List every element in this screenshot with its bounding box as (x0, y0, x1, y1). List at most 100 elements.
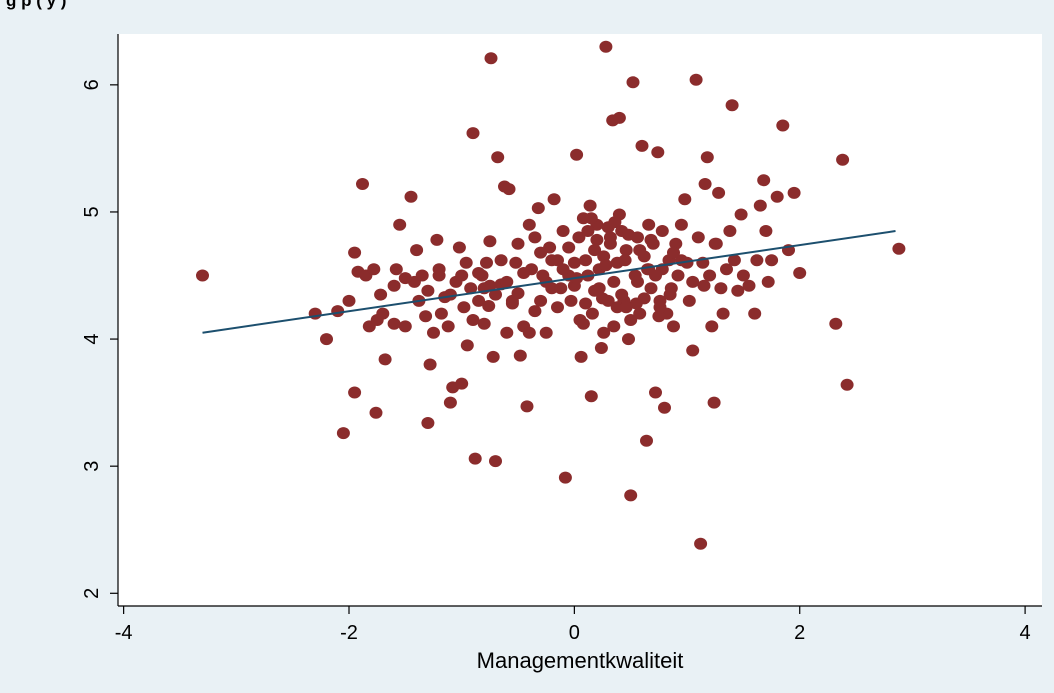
data-point (708, 237, 722, 250)
data-point (642, 263, 656, 276)
data-point (472, 267, 486, 279)
data-point (528, 305, 542, 318)
data-point (753, 199, 767, 212)
data-point (615, 288, 629, 301)
data-point (637, 292, 651, 305)
x-tick-label: 2 (794, 622, 805, 644)
data-point (500, 275, 514, 288)
x-tick-label: -2 (340, 622, 358, 644)
data-point (430, 233, 444, 246)
data-point (750, 254, 764, 267)
data-point (581, 225, 595, 237)
data-point (483, 279, 497, 292)
data-point (649, 386, 662, 399)
data-point (547, 193, 561, 206)
data-point (556, 263, 570, 276)
y-tick-label: 4 (81, 334, 103, 345)
data-point (472, 294, 486, 307)
data-point (320, 333, 333, 346)
data-point (579, 297, 593, 310)
data-point (770, 190, 784, 203)
data-point (434, 307, 448, 320)
data-point (522, 326, 536, 339)
data-point (374, 288, 388, 301)
data-point (731, 284, 745, 297)
data-point (588, 244, 602, 257)
data-point (513, 349, 527, 362)
data-point (840, 378, 854, 391)
data-point (678, 193, 692, 206)
data-point (579, 254, 593, 267)
data-point (594, 342, 608, 354)
data-point (572, 231, 586, 244)
data-point (443, 288, 457, 301)
data-point (459, 256, 473, 269)
data-point (410, 244, 424, 257)
data-point (585, 307, 599, 320)
data-point (603, 237, 617, 250)
data-point (398, 320, 412, 333)
data-point (644, 282, 658, 295)
data-point (482, 300, 496, 312)
data-point (597, 326, 611, 339)
data-point (534, 294, 548, 307)
data-point (423, 358, 437, 371)
data-point (686, 275, 700, 288)
data-point (421, 284, 435, 297)
data-point (707, 396, 721, 409)
data-point (765, 254, 779, 267)
y-axis-ticks: 2 3 4 5 6 (81, 79, 118, 599)
data-point (736, 269, 750, 282)
data-point (404, 190, 418, 203)
data-point (466, 314, 480, 326)
data-point (608, 216, 622, 229)
data-point (551, 301, 564, 314)
data-point (393, 218, 407, 231)
data-point (787, 186, 801, 199)
data-point (574, 350, 588, 363)
data-point (757, 174, 771, 187)
data-point (697, 279, 711, 292)
data-point (480, 256, 493, 269)
data-point (689, 73, 703, 86)
data-point (348, 386, 362, 399)
data-point (658, 401, 671, 414)
data-point (486, 350, 500, 363)
data-point (698, 178, 712, 190)
data-point (415, 269, 429, 282)
data-point (714, 282, 728, 295)
x-tick-label: 0 (569, 622, 580, 644)
data-point (484, 52, 498, 65)
data-point (748, 307, 762, 320)
data-point (624, 489, 638, 502)
data-point (494, 254, 508, 267)
data-point (590, 233, 604, 246)
data-point (511, 237, 525, 250)
data-point (635, 139, 649, 152)
data-point (734, 208, 748, 221)
data-point (558, 471, 572, 484)
data-point (619, 301, 633, 314)
data-point (682, 294, 696, 307)
data-point (622, 228, 635, 241)
fit-line (202, 230, 896, 334)
x-axis-ticks: -4 -2 0 2 4 (115, 606, 1031, 644)
data-point (570, 148, 584, 161)
data-point (378, 353, 392, 366)
data-point (759, 225, 773, 237)
data-point (387, 317, 401, 330)
data-point (633, 244, 647, 257)
data-point (761, 275, 775, 288)
data-point (564, 294, 578, 307)
data-point (545, 254, 559, 267)
data-point (653, 301, 667, 314)
data-point (534, 246, 548, 259)
data-point (511, 287, 525, 300)
data-point (531, 202, 545, 215)
data-point (700, 151, 714, 164)
x-tick-label: 4 (1020, 622, 1031, 644)
data-point (686, 344, 700, 357)
data-point (663, 288, 677, 301)
data-point (626, 76, 640, 89)
